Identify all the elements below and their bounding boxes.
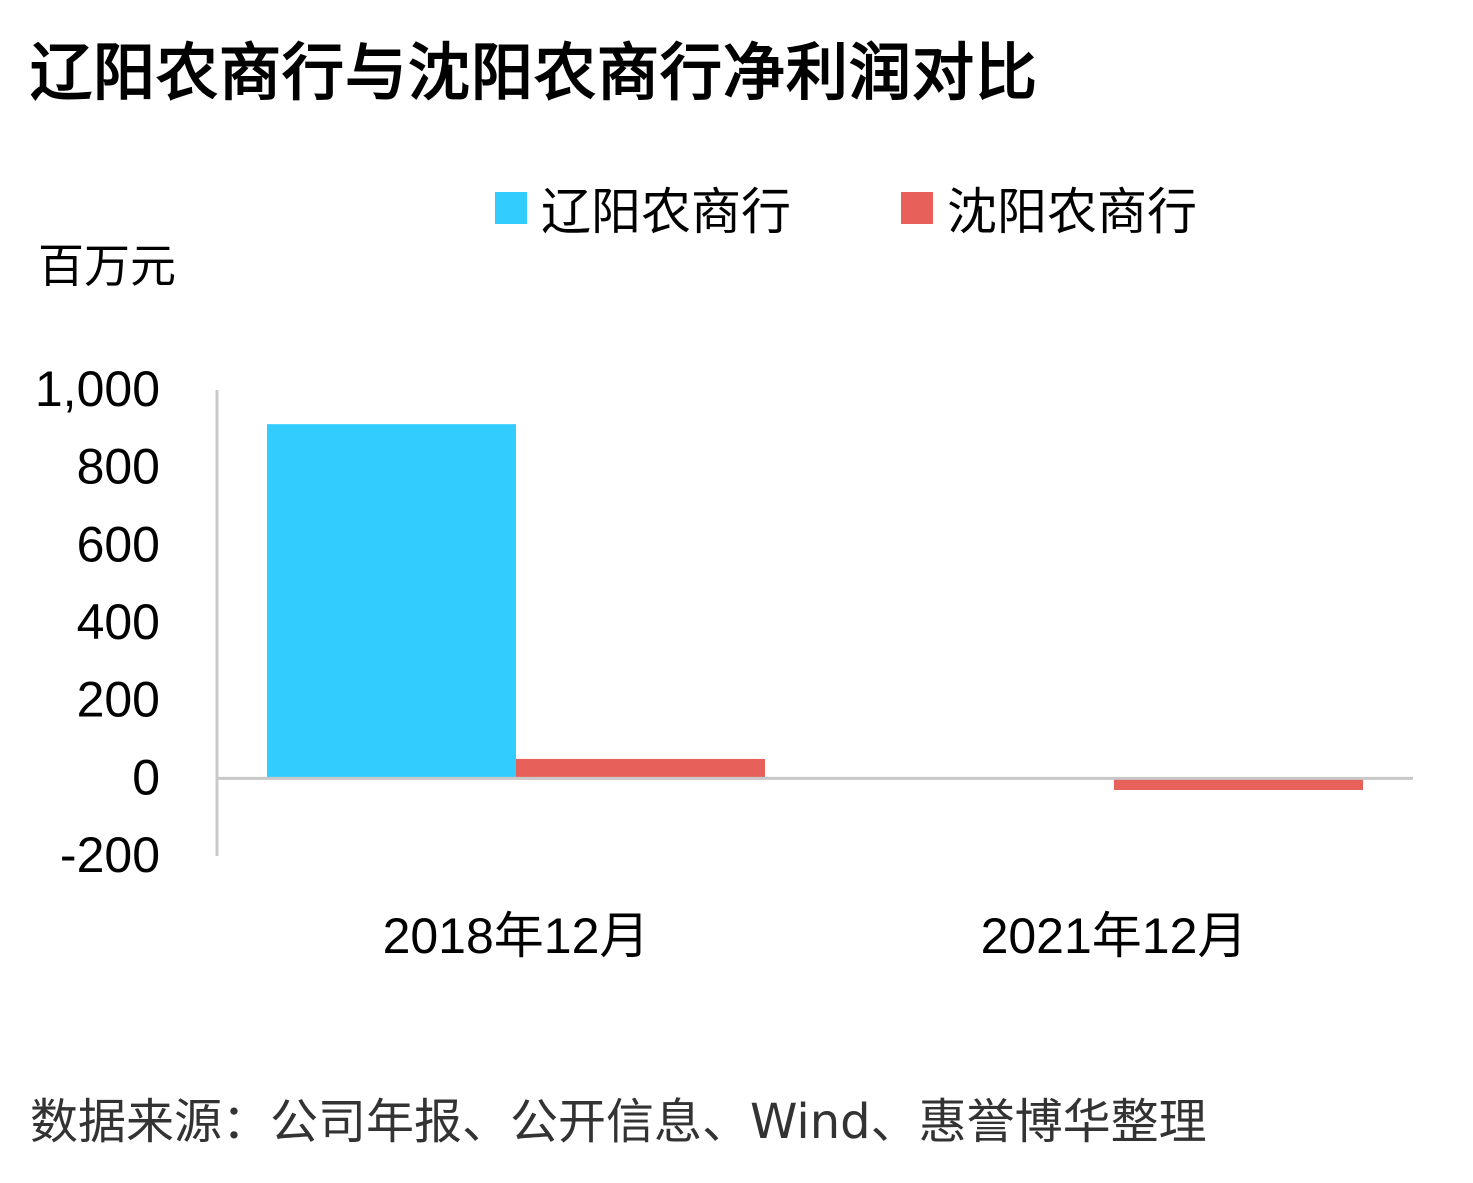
legend-swatch-liaoyang — [495, 192, 527, 224]
y-tick-label: 1,000 — [35, 361, 160, 417]
y-tick-label: 0 — [132, 749, 160, 805]
y-axis-unit-label: 百万元 — [38, 239, 176, 293]
bar — [1114, 778, 1363, 790]
y-tick-label: -200 — [60, 827, 160, 883]
y-tick-label: 600 — [77, 516, 160, 572]
chart-title: 辽阳农商行与沈阳农商行净利润对比 — [30, 36, 1039, 109]
y-tick-label: 800 — [77, 439, 160, 495]
x-tick-label: 2021年12月 — [981, 908, 1248, 964]
legend-swatch-shenyang — [901, 192, 933, 224]
legend-label-shenyang: 沈阳农商行 — [947, 183, 1197, 241]
legend-item-liaoyang: 辽阳农商行 — [495, 172, 791, 244]
legend: 辽阳农商行 沈阳农商行 — [495, 172, 1197, 244]
y-tick-label: 200 — [77, 672, 160, 728]
y-tick-label: 400 — [77, 594, 160, 650]
legend-item-shenyang: 沈阳农商行 — [901, 172, 1197, 244]
legend-label-liaoyang: 辽阳农商行 — [541, 183, 791, 241]
bar — [516, 758, 765, 779]
x-tick-label: 2018年12月 — [383, 908, 650, 964]
source-note: 数据来源：公司年报、公开信息、Wind、惠誉博华整理 — [30, 1094, 1207, 1150]
bar — [267, 424, 516, 779]
